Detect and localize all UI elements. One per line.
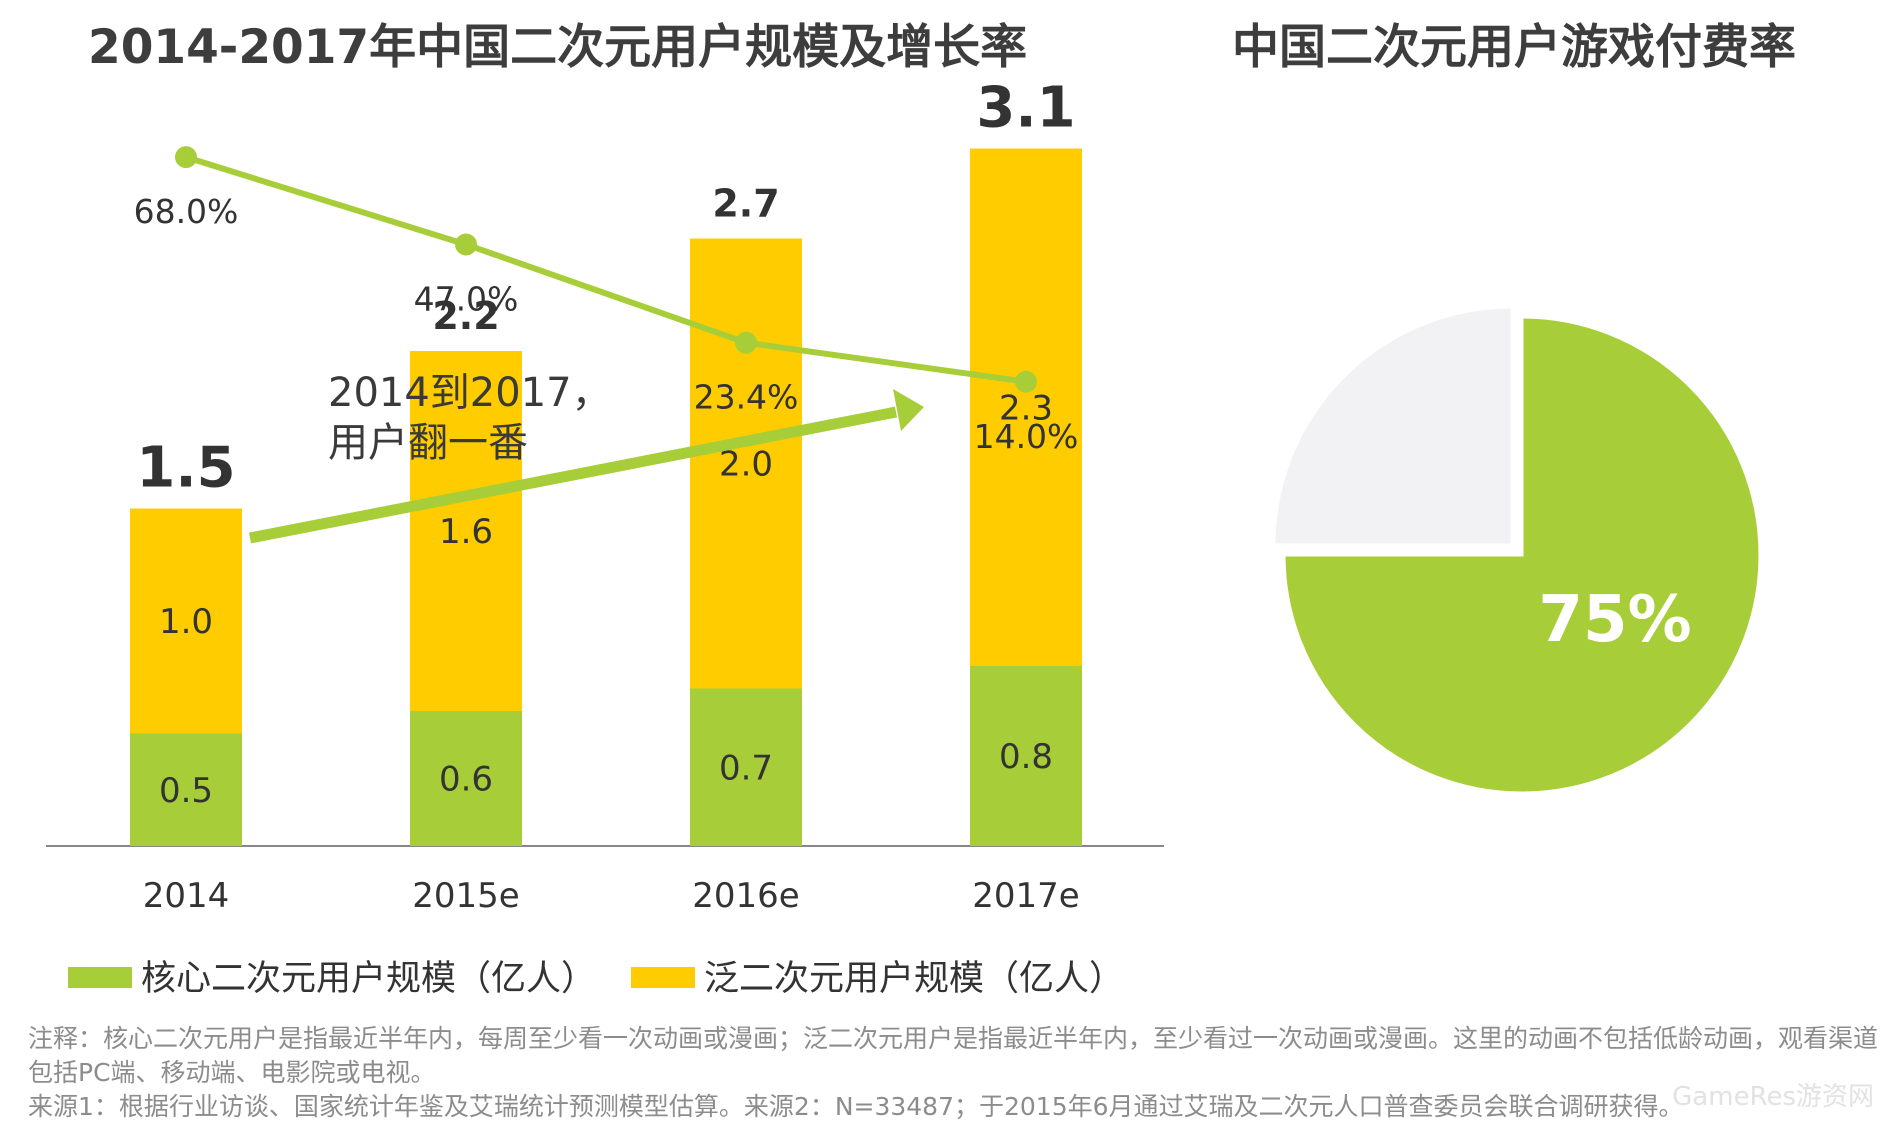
bar-chart-title: 2014-2017年中国二次元用户规模及增长率: [88, 20, 1028, 75]
bar-total-label: 2.2: [432, 294, 499, 338]
growth-rate-label: 14.0%: [974, 417, 1079, 456]
growth-rate-point: [1015, 370, 1037, 393]
trend-arrow-head: [893, 389, 924, 431]
x-tick-label: 2015e: [412, 876, 519, 916]
legend-label-general: 泛二次元用户规模（亿人）: [704, 959, 1124, 999]
source-text: 来源1：根据行业访谈、国家统计年鉴及艾瑞统计预测模型估算。来源2：N=33487…: [28, 1092, 1684, 1121]
legend-swatch-core: [68, 967, 132, 988]
bar-total-label: 2.7: [712, 182, 779, 226]
growth-rate-point: [175, 146, 197, 169]
bar-general-label: 2.0: [719, 445, 773, 485]
bar-general-2014: [130, 508, 242, 734]
watermark: GameRes游资网: [1672, 1082, 1874, 1112]
bar-general-label: 1.0: [159, 602, 213, 642]
legend-label-core: 核心二次元用户规模（亿人）: [141, 959, 596, 999]
bar-general-2015e: [410, 351, 522, 711]
bar-total-label: 1.5: [136, 436, 235, 501]
bar-total-label: 3.1: [976, 76, 1075, 141]
bar-core-2014: [130, 733, 242, 846]
bar-general-2017e: [970, 148, 1082, 666]
growth-rate-label: 23.4%: [694, 378, 799, 417]
bar-core-2017e: [970, 666, 1082, 846]
bar-core-2015e: [410, 711, 522, 846]
growth-rate-point: [455, 233, 477, 256]
trend-annotation-line-1: 2014到2017，: [328, 370, 612, 416]
trend-arrow-shaft: [248, 406, 898, 544]
bar-general-label: 1.6: [439, 512, 493, 552]
x-tick-label: 2016e: [692, 876, 799, 916]
legend-swatch-general: [631, 967, 695, 988]
note-text: 注释：核心二次元用户是指最近半年内，每周至少看一次动画或漫画；泛二次元用户是指最…: [28, 1024, 1879, 1087]
pie-slice-付费: [1282, 315, 1762, 795]
bar-core-label: 0.5: [159, 771, 213, 811]
chart-canvas: 0.5 1.0 1.5 2014 0.6 1.6 2.2 2015e 0.7 2.0 2.7 2016…: [46, 76, 1762, 999]
bar-general-2016e: [690, 238, 802, 689]
bar-core-2016e: [690, 688, 802, 846]
bar-core-label: 0.7: [719, 748, 773, 788]
bar-general-label: 2.3: [999, 388, 1053, 428]
footnotes: 注释：核心二次元用户是指最近半年内，每周至少看一次动画或漫画；泛二次元用户是指最…: [28, 1022, 1878, 1124]
growth-rate-point: [735, 331, 757, 354]
growth-rate-label: 68.0%: [134, 192, 239, 231]
bar-core-label: 0.6: [439, 760, 493, 800]
pie-chart-title: 中国二次元用户游戏付费率: [1232, 20, 1796, 75]
pie-slice-label: 75%: [1538, 583, 1691, 657]
trend-annotation-line-2: 用户翻一番: [328, 420, 528, 466]
pie-slice-未付费: [1272, 305, 1514, 547]
growth-rate-label: 47.0%: [414, 279, 519, 318]
x-tick-label: 2017e: [972, 876, 1079, 916]
growth-rate-line: [185, 154, 1027, 385]
bar-core-label: 0.8: [999, 737, 1053, 777]
x-tick-label: 2014: [143, 876, 230, 916]
